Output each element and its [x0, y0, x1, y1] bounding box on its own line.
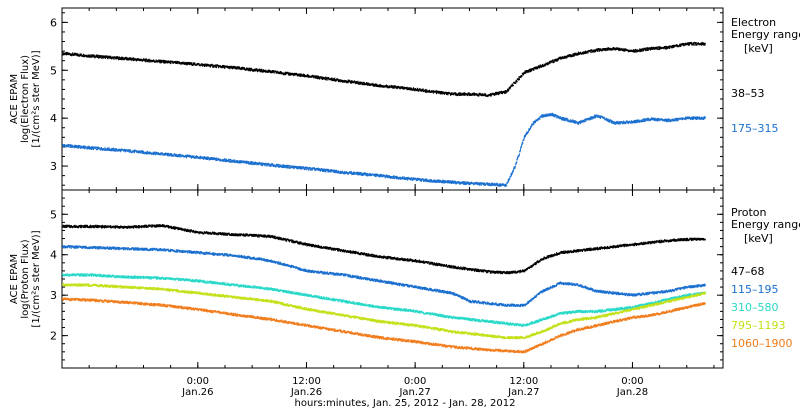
x-tick-date-label: Jan.28 [616, 387, 648, 398]
x-tick-date-label: Jan.27 [398, 387, 430, 398]
legend-entry: 310–580 [731, 301, 779, 314]
x-tick-date-label: Jan.26 [181, 387, 213, 398]
series-points [62, 297, 706, 354]
y-tick-label: 2 [50, 330, 57, 343]
series-1060–1900 [62, 297, 706, 354]
y-axis-label-line: log(Electron Flux) [20, 55, 31, 143]
y-tick-label: 5 [50, 64, 57, 77]
legend-entry: 795–1193 [731, 319, 786, 332]
electron-y-axis-label: ACE EPAMlog(Electron Flux)[1/(cm²s ster … [9, 50, 42, 147]
legend-title: Proton [731, 206, 766, 219]
legend-entry: 115–195 [731, 283, 779, 296]
y-axis-label-line: [1/(cm²s ster MeV)] [31, 230, 42, 327]
proton-y-axis-label: ACE EPAMlog(Proton Flux)[1/(cm²s ster Me… [9, 230, 42, 327]
y-axis-label-line: [1/(cm²s ster MeV)] [31, 50, 42, 147]
series-points [62, 283, 706, 340]
y-tick-label: 3 [50, 289, 57, 302]
series-points [62, 244, 706, 308]
x-tick-time-label: 0:00 [621, 376, 643, 387]
y-tick-label: 6 [50, 16, 57, 29]
legend-unit: [keV] [744, 42, 773, 55]
series-175–315 [62, 112, 706, 188]
series-points [62, 224, 706, 275]
series-47–68 [62, 224, 706, 275]
y-tick-label: 3 [50, 160, 57, 173]
x-tick-date-label: Jan.26 [290, 387, 322, 398]
x-tick-time-label: 12:00 [509, 376, 538, 387]
series-38–53 [62, 41, 706, 98]
legend-entry: 38–53 [731, 87, 765, 100]
legend-unit: [keV] [744, 232, 773, 245]
legend-entry: 47–68 [731, 265, 765, 278]
series-795–1193 [62, 283, 706, 340]
legend-title: Energy range [731, 218, 800, 231]
series-310–580 [62, 273, 706, 327]
legend-entry: 1060–1900 [731, 337, 793, 350]
y-axis-label-line: log(Proton Flux) [20, 239, 31, 318]
series-115–195 [62, 244, 706, 308]
series-points [62, 273, 706, 327]
y-axis-label-line: ACE EPAM [9, 74, 20, 124]
x-tick-time-label: 0:00 [187, 376, 209, 387]
legend-title: Energy range [731, 28, 800, 41]
y-tick-label: 5 [50, 208, 57, 221]
legend-entry: 175–315 [731, 122, 779, 135]
y-tick-label: 4 [50, 249, 57, 262]
y-tick-label: 4 [50, 112, 57, 125]
x-tick-date-label: Jan.27 [507, 387, 539, 398]
series-points [62, 41, 706, 98]
x-tick-time-label: 0:00 [404, 376, 426, 387]
series-points [62, 112, 706, 188]
electron-plot-frame [61, 7, 724, 191]
x-axis-label: hours:minutes, Jan. 25, 2012 - Jan. 28, … [295, 398, 516, 409]
x-tick-time-label: 12:00 [292, 376, 321, 387]
y-axis-label-line: ACE EPAM [9, 254, 20, 304]
legend-title: Electron [731, 16, 776, 29]
